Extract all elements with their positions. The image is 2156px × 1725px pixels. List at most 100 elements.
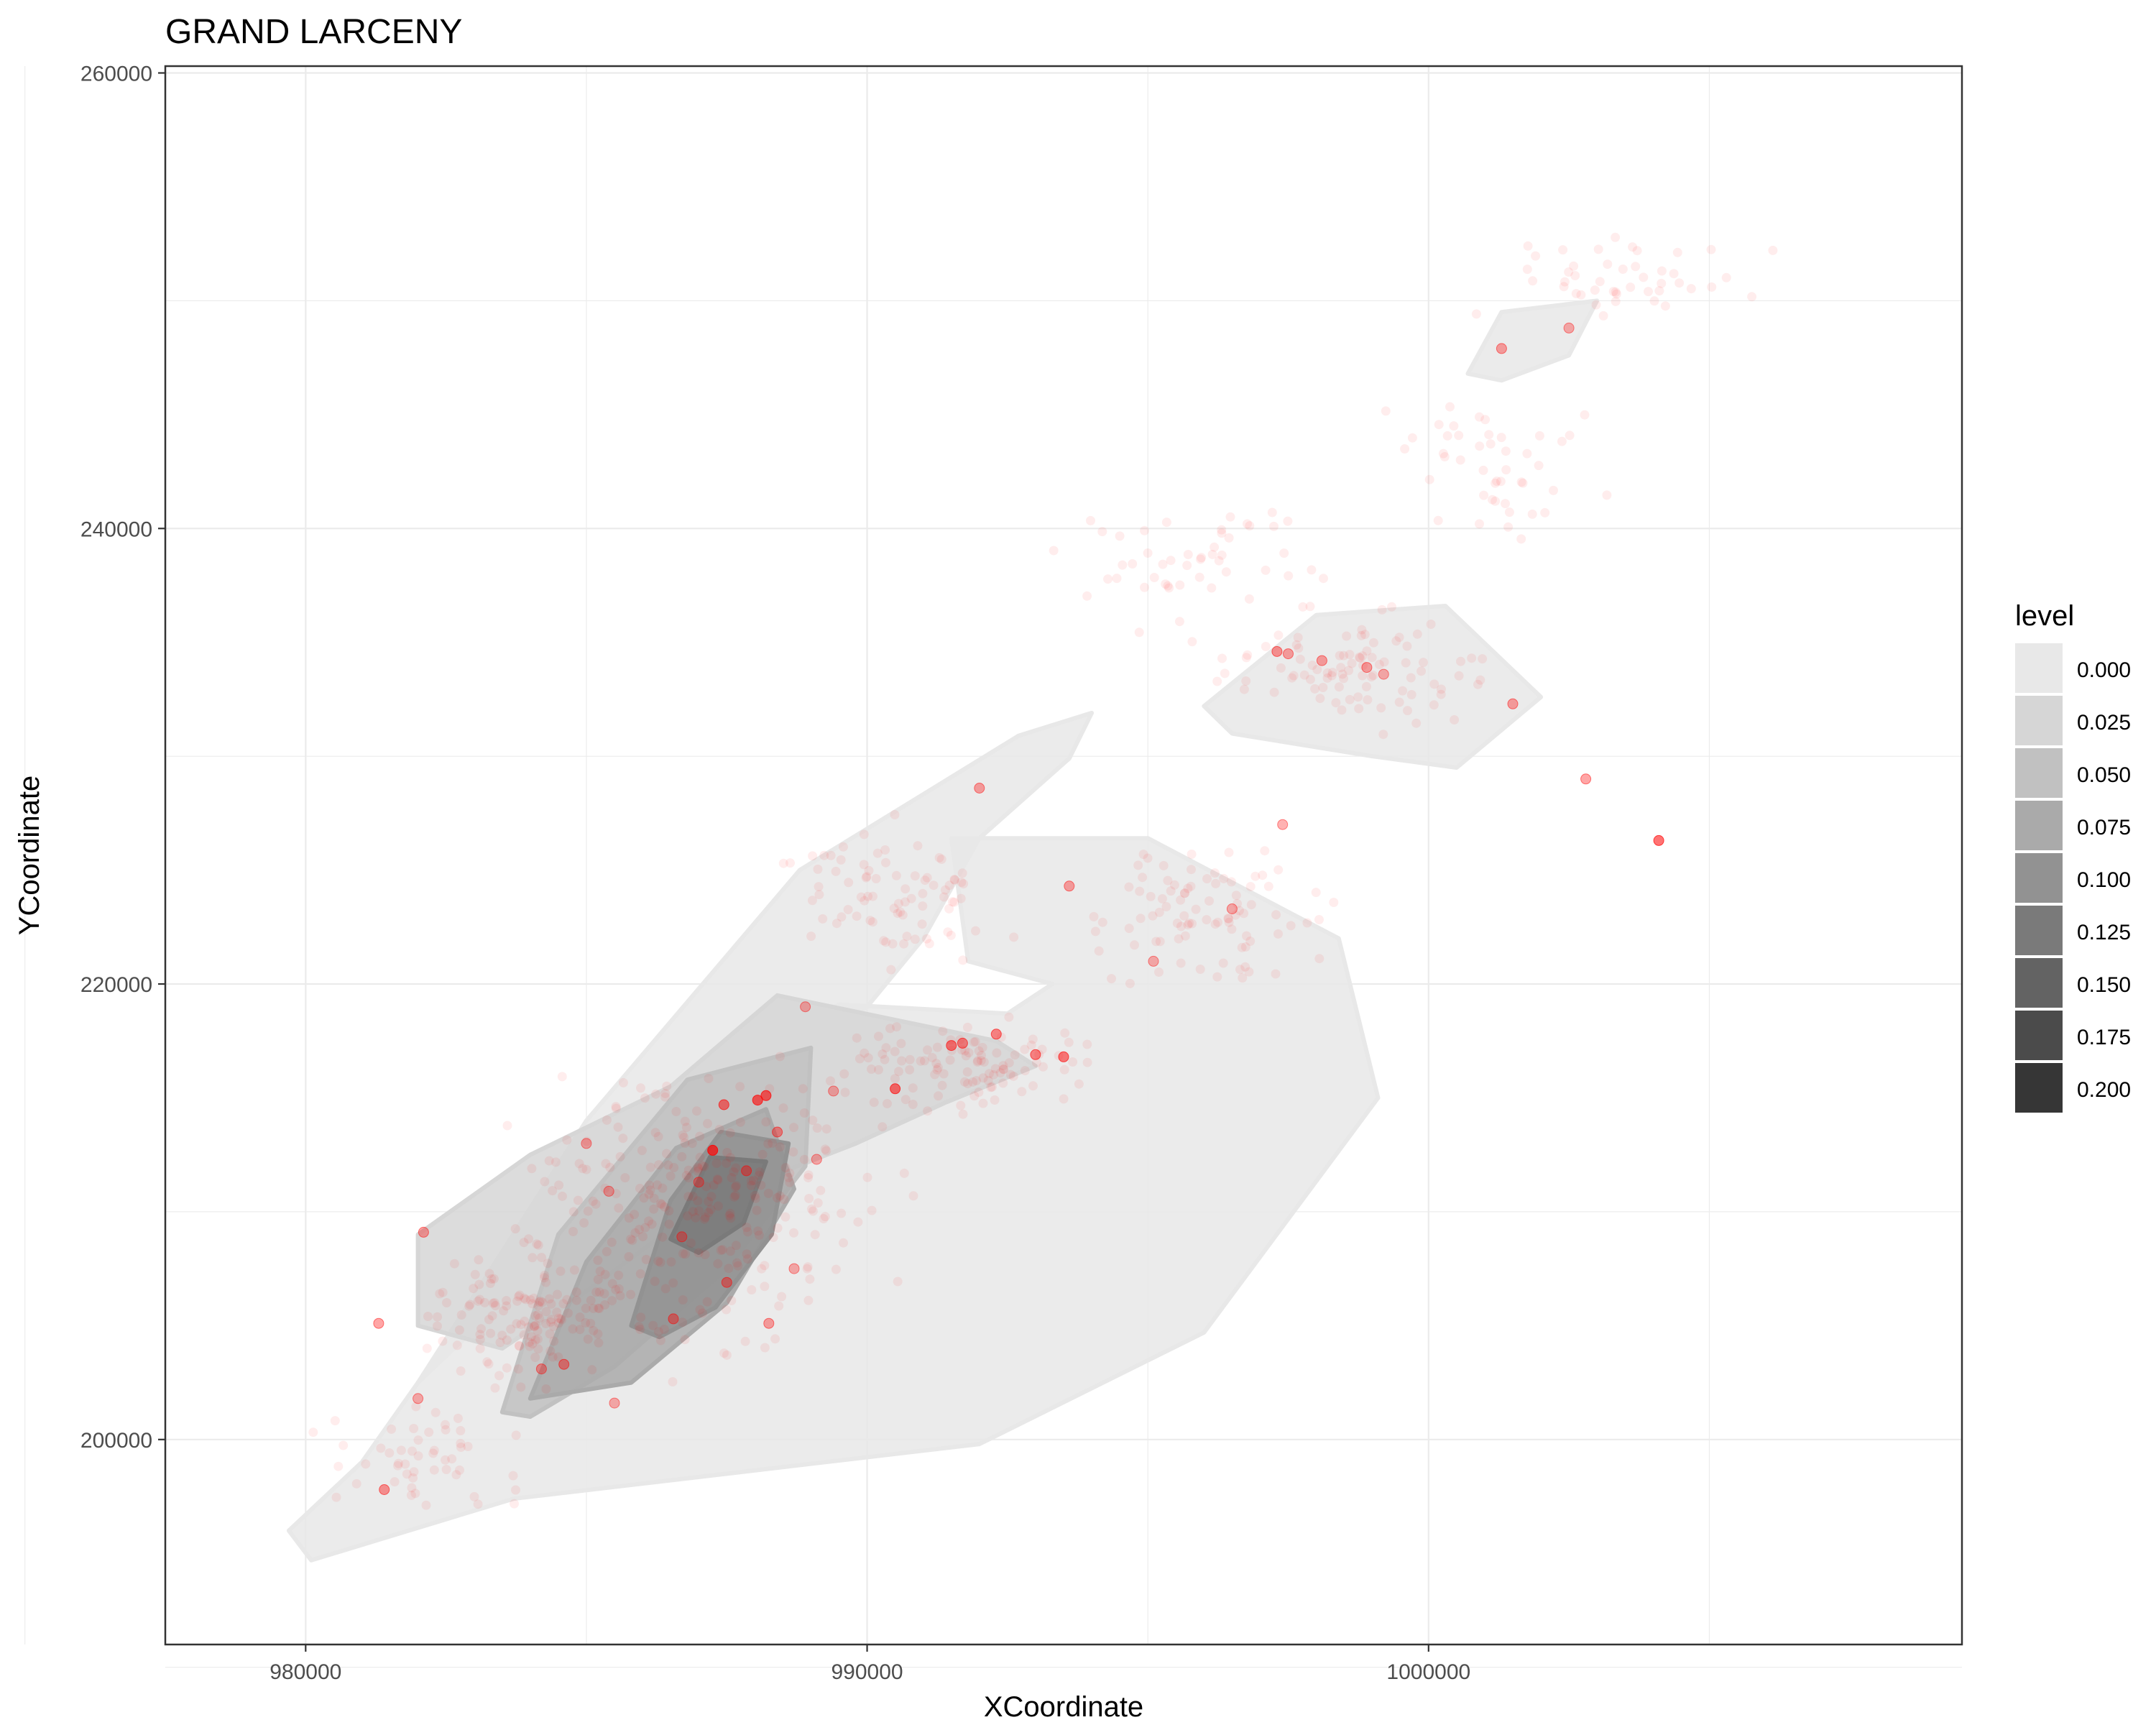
data-point — [1507, 698, 1519, 709]
faint-point — [558, 1191, 567, 1201]
faint-point — [615, 1151, 625, 1162]
faint-point — [660, 1202, 670, 1212]
faint-point — [990, 1064, 1000, 1074]
faint-point — [754, 1230, 764, 1240]
faint-point — [773, 1223, 783, 1233]
faint-point — [862, 1172, 872, 1182]
faint-point — [844, 878, 854, 888]
legend-key-label: 0.200 — [2077, 1078, 2131, 1102]
faint-point — [409, 1467, 419, 1477]
faint-point — [1366, 672, 1376, 682]
faint-point — [840, 1087, 850, 1098]
faint-point — [541, 1384, 551, 1394]
y-axis: 200000 220000 240000 260000 — [80, 63, 165, 1453]
faint-point — [1082, 591, 1092, 601]
faint-point — [680, 1116, 690, 1126]
faint-point — [962, 1022, 972, 1032]
faint-point — [456, 1426, 466, 1435]
legend-key-swatch — [2015, 1011, 2063, 1060]
faint-point — [1706, 244, 1716, 254]
faint-point — [779, 1195, 789, 1205]
faint-point — [1269, 521, 1279, 531]
faint-point — [1557, 436, 1567, 446]
faint-point — [1082, 1039, 1092, 1049]
faint-point — [814, 882, 824, 892]
faint-point — [635, 1184, 645, 1193]
faint-point — [361, 1459, 371, 1469]
faint-point — [1260, 846, 1270, 856]
faint-point — [709, 1180, 719, 1190]
faint-point — [1657, 266, 1667, 276]
faint-point — [802, 1264, 812, 1274]
faint-point — [1564, 267, 1574, 277]
faint-point — [487, 1311, 497, 1321]
faint-point — [1298, 602, 1308, 612]
faint-point — [894, 1067, 903, 1077]
faint-point — [615, 1291, 625, 1301]
faint-point — [1747, 292, 1757, 302]
faint-point — [545, 1317, 556, 1327]
faint-point — [602, 1115, 612, 1125]
faint-point — [746, 1180, 756, 1190]
faint-point — [433, 1321, 442, 1331]
faint-point — [1391, 636, 1401, 646]
faint-point — [351, 1478, 361, 1489]
faint-point — [775, 1191, 785, 1201]
faint-point — [1034, 1049, 1044, 1059]
faint-point — [806, 932, 816, 942]
faint-point — [531, 1320, 541, 1330]
faint-point — [838, 842, 848, 852]
faint-point — [780, 1163, 791, 1173]
faint-point — [1261, 642, 1271, 651]
faint-point — [1580, 410, 1590, 420]
faint-point — [1128, 559, 1138, 569]
faint-point — [1180, 888, 1189, 898]
faint-point — [456, 1443, 466, 1452]
faint-point — [441, 1455, 450, 1465]
faint-point — [922, 873, 932, 883]
faint-point — [637, 1146, 647, 1156]
faint-point — [918, 888, 928, 898]
faint-point — [808, 851, 818, 861]
faint-point — [1068, 1057, 1078, 1067]
faint-point — [1158, 559, 1168, 569]
faint-point — [1501, 465, 1511, 475]
faint-point — [1263, 881, 1273, 891]
y-tick-label: 260000 — [80, 63, 152, 86]
faint-point — [1187, 865, 1196, 875]
faint-point — [958, 1109, 968, 1119]
faint-point — [533, 1301, 543, 1311]
faint-point — [959, 1077, 969, 1087]
legend-title: level — [2015, 600, 2074, 632]
faint-point — [929, 880, 939, 891]
faint-point — [1163, 581, 1173, 591]
faint-point — [1611, 296, 1621, 306]
faint-point — [992, 1048, 1002, 1058]
faint-point — [1342, 631, 1352, 641]
faint-point — [1242, 931, 1251, 941]
faint-point — [1534, 461, 1544, 471]
faint-point — [540, 1177, 550, 1187]
faint-point — [1450, 715, 1460, 724]
faint-point — [768, 1233, 778, 1242]
faint-point — [475, 1343, 485, 1353]
faint-point — [768, 1138, 778, 1148]
faint-point — [1501, 446, 1511, 456]
faint-point — [545, 1346, 556, 1356]
faint-point — [487, 1274, 497, 1284]
faint-point — [308, 1427, 318, 1438]
faint-point — [861, 873, 871, 883]
faint-point — [763, 1138, 773, 1149]
faint-point — [578, 1164, 588, 1174]
faint-point — [742, 1227, 752, 1237]
faint-point — [618, 1077, 628, 1087]
data-point — [379, 1484, 390, 1495]
faint-point — [1217, 528, 1227, 538]
faint-point — [724, 1264, 734, 1274]
faint-point — [1224, 914, 1233, 924]
faint-point — [659, 1325, 669, 1334]
faint-point — [528, 1253, 538, 1263]
faint-point — [1271, 969, 1281, 979]
data-point — [1058, 1051, 1069, 1062]
faint-point — [719, 1348, 729, 1358]
